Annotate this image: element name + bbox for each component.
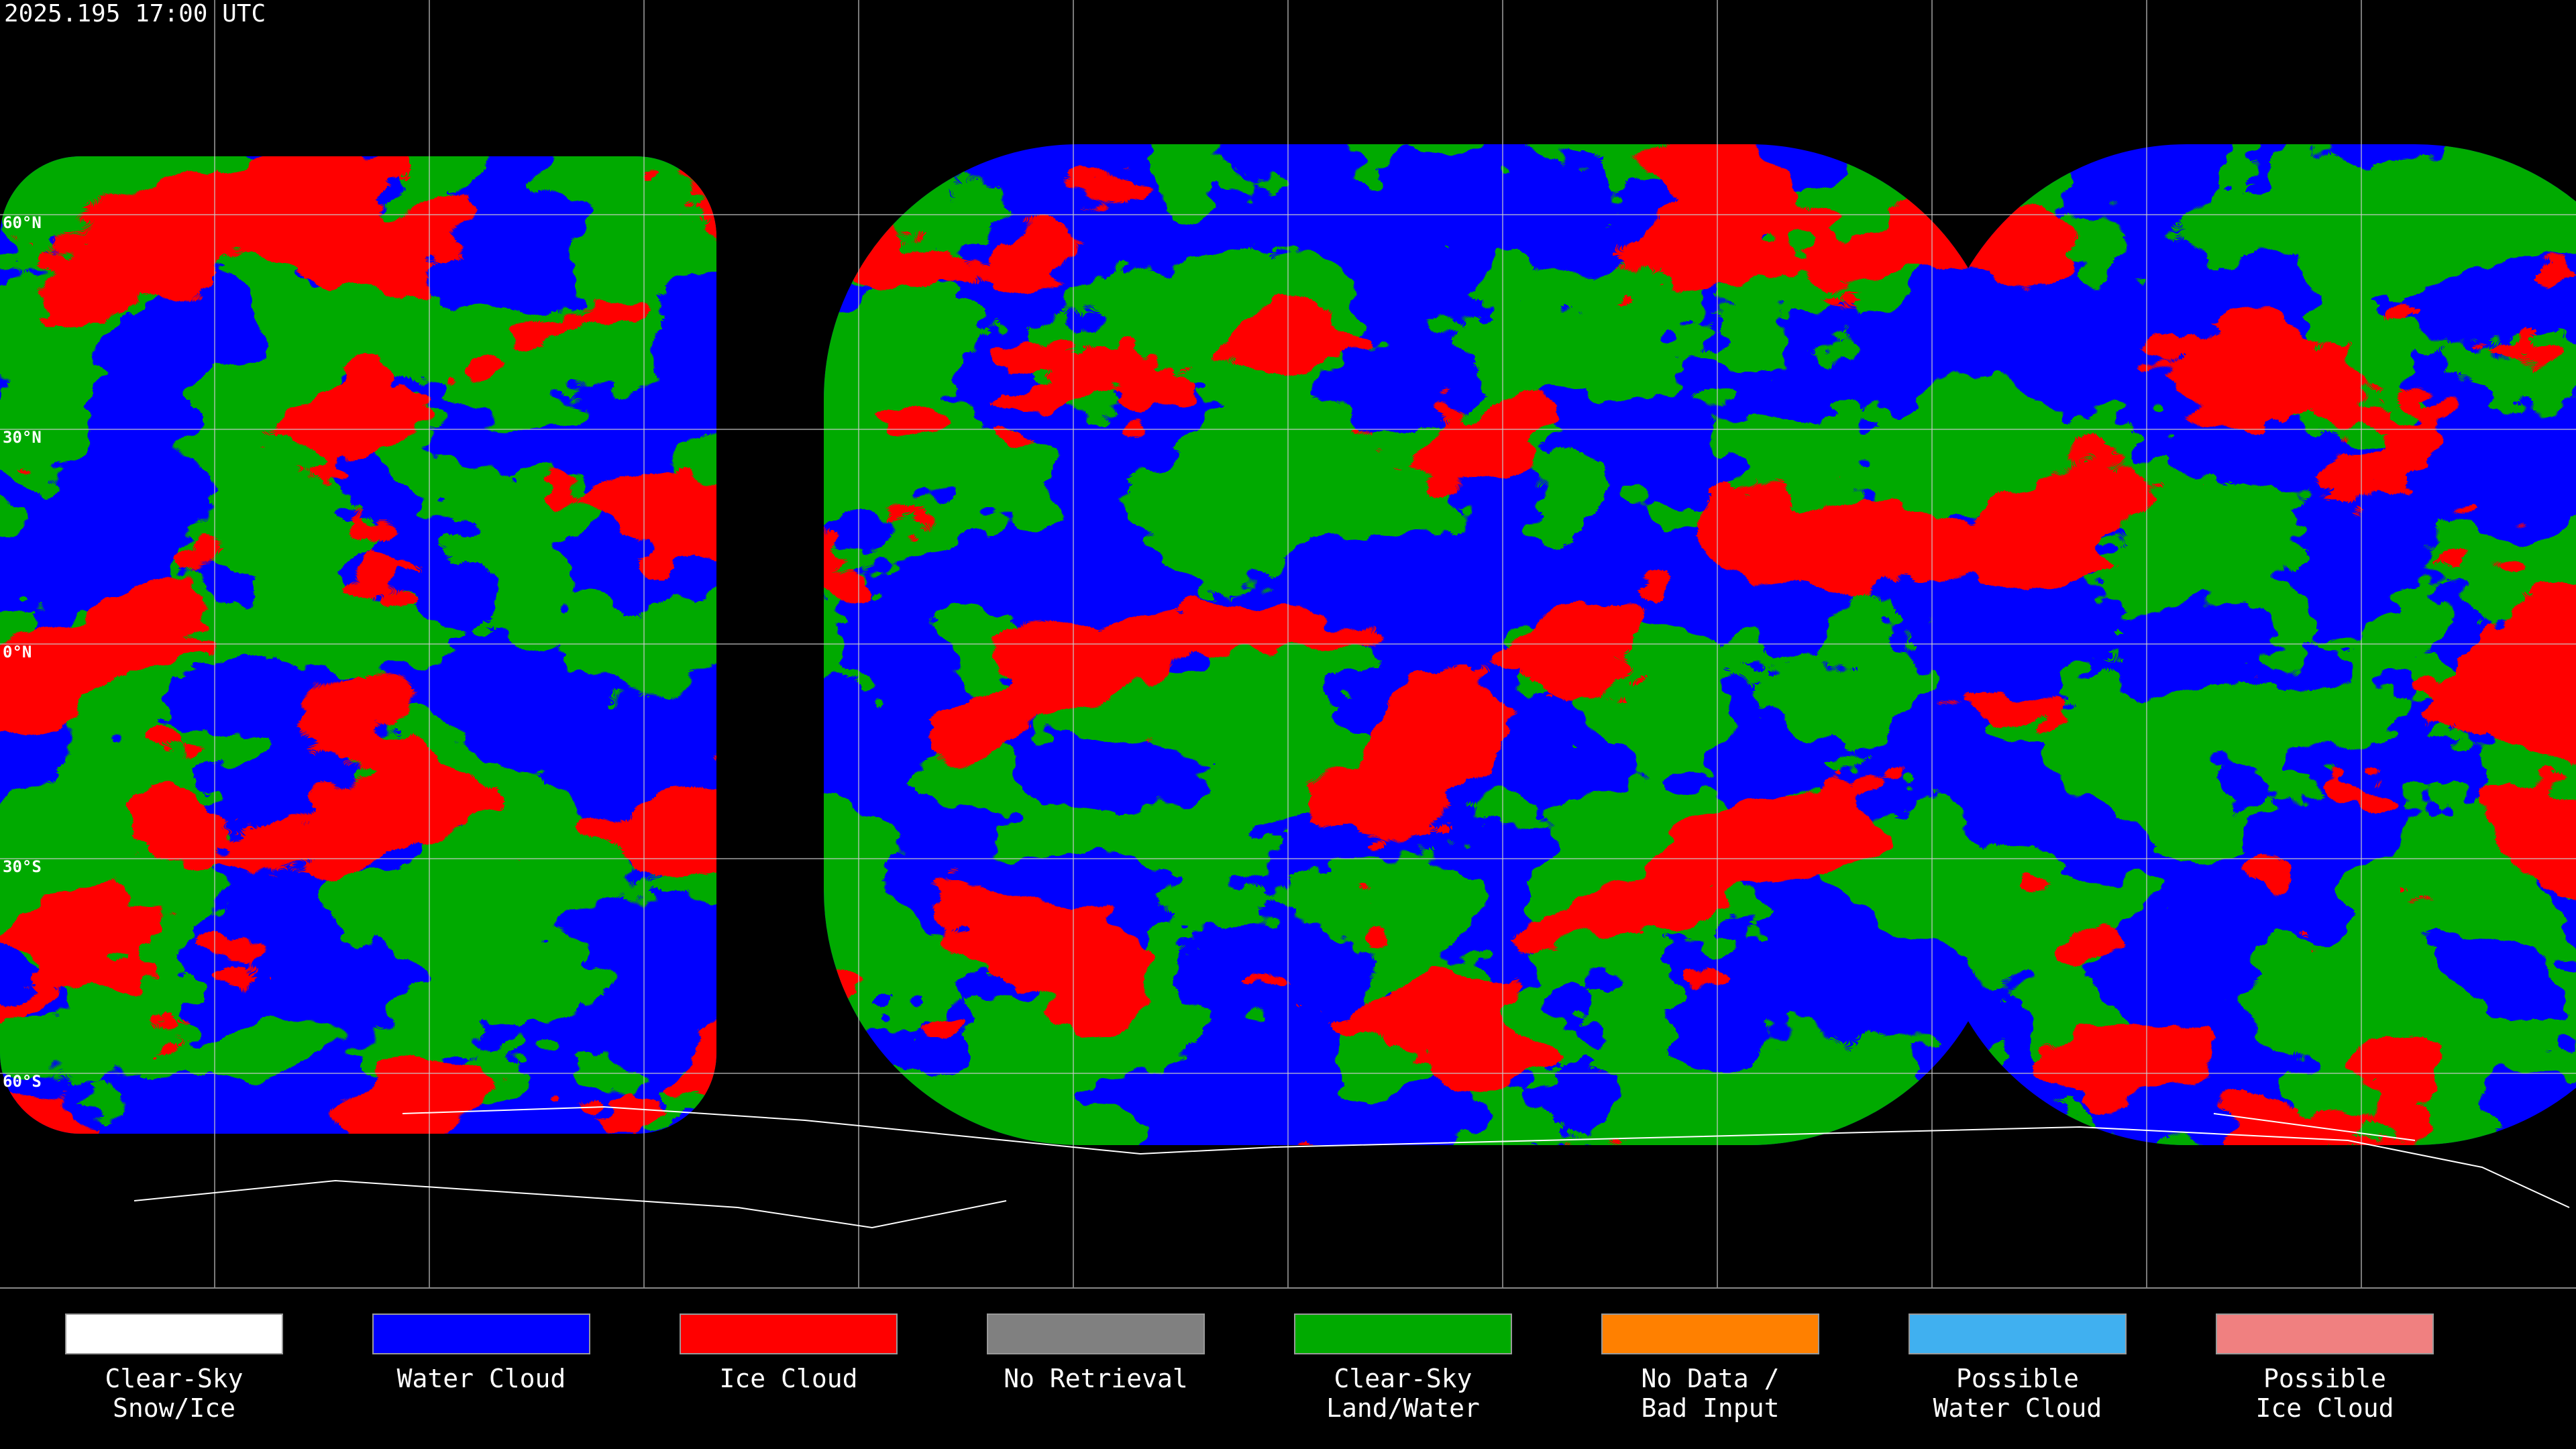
legend-label: Ice Cloud — [720, 1364, 858, 1393]
legend-label: No Data / — [1642, 1364, 1780, 1393]
legend-label: Snow/Ice — [113, 1393, 235, 1423]
latitude-labels: 60°N 30°N 0°N 30°S 60°S — [3, 213, 42, 1091]
latitude-label: 30°N — [3, 428, 42, 447]
legend-swatch — [1294, 1313, 1512, 1354]
legend-label: Water Cloud — [1933, 1393, 2102, 1423]
legend-label: Possible — [1956, 1364, 2079, 1393]
legend-swatch — [680, 1313, 898, 1354]
legend-label: Bad Input — [1642, 1393, 1780, 1423]
legend-label: Land/Water — [1326, 1393, 1480, 1423]
legend-label: Water Cloud — [397, 1364, 566, 1393]
legend-label: No Retrieval — [1004, 1364, 1188, 1393]
latitude-label: 60°S — [3, 1072, 42, 1091]
legend-label: Clear-Sky — [1334, 1364, 1472, 1393]
latitude-label: 30°S — [3, 857, 42, 876]
coastline — [133, 1106, 2570, 1229]
legend-swatch — [65, 1313, 283, 1354]
legend-label: Possible — [2263, 1364, 2386, 1393]
latitude-label: 60°N — [3, 213, 42, 232]
legend-swatch — [372, 1313, 590, 1354]
timestamp: 2025.195 17:00 UTC — [4, 0, 266, 28]
legend-swatch — [1601, 1313, 1819, 1354]
graticule — [0, 0, 2576, 1288]
legend-swatch — [2216, 1313, 2434, 1354]
legend-swatch — [1909, 1313, 2127, 1354]
latitude-label: 0°N — [3, 643, 32, 661]
legend-label: Ice Cloud — [2256, 1393, 2394, 1423]
legend-swatch — [987, 1313, 1205, 1354]
legend-label: Clear-Sky — [105, 1364, 244, 1393]
